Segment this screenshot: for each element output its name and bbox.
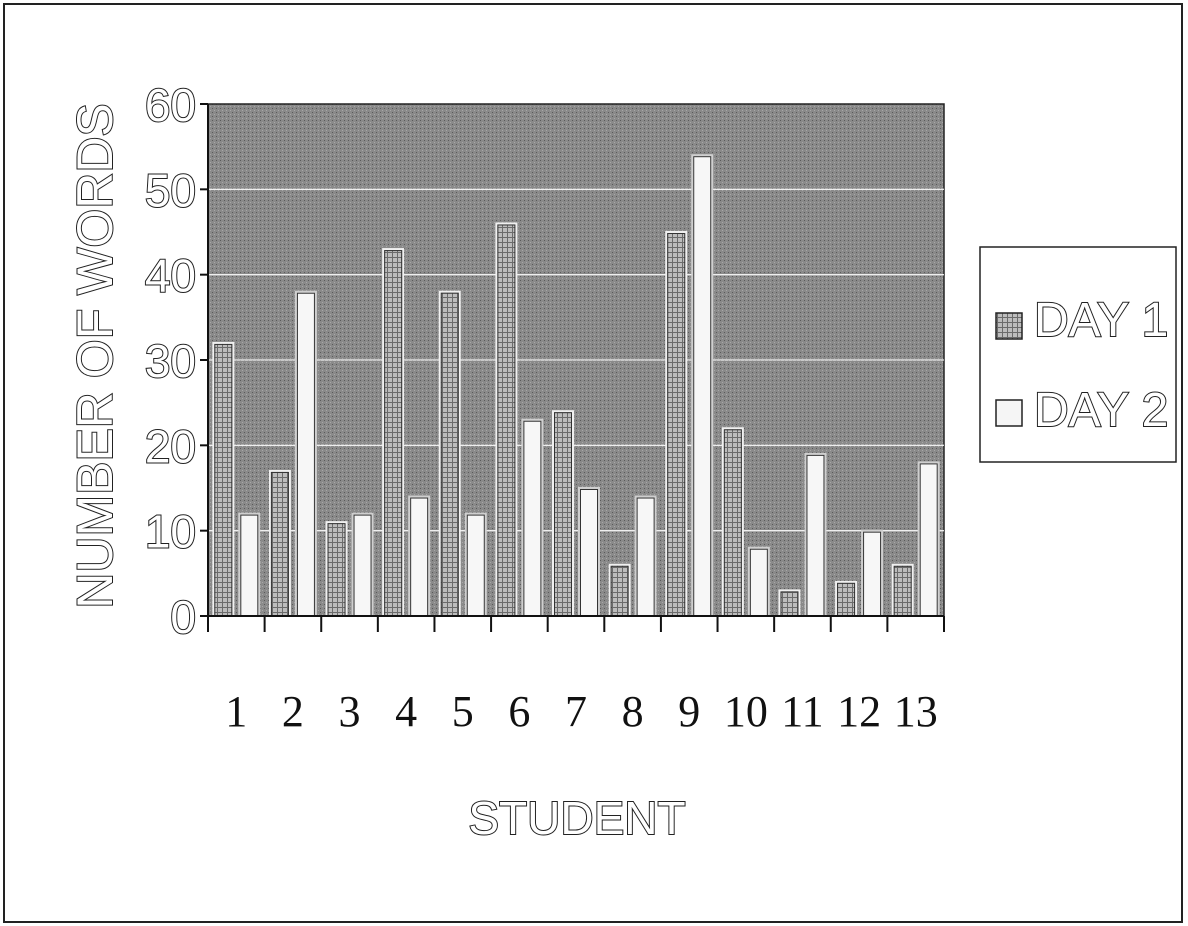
bar-day2 xyxy=(804,452,827,617)
bar-day1 xyxy=(891,563,914,617)
bar-day1 xyxy=(835,580,858,617)
bar-day2 xyxy=(861,529,884,618)
x-tick-label: 13 xyxy=(894,687,938,736)
bar-day2 xyxy=(634,495,657,617)
x-tick-label: 5 xyxy=(452,687,474,736)
x-tick-label: 12 xyxy=(837,687,881,736)
x-axis-label: STUDENT xyxy=(468,792,685,844)
bar-day1 xyxy=(325,521,348,618)
bar-day1 xyxy=(665,231,688,617)
bar-day1 xyxy=(778,589,801,618)
y-tick-label: 50 xyxy=(145,164,196,216)
bar-day2 xyxy=(691,154,714,617)
bar-day2 xyxy=(351,512,374,617)
legend-label-day2: DAY 2 xyxy=(1034,384,1168,437)
y-tick-labels: 0 10 20 30 40 50 60 xyxy=(144,78,197,644)
bar-day1 xyxy=(382,248,405,617)
bar-day1 xyxy=(438,290,461,617)
bar-day2 xyxy=(464,512,487,617)
y-tick-label: 10 xyxy=(145,506,196,558)
bar-day1 xyxy=(268,469,291,617)
x-tick-label: 9 xyxy=(678,687,700,736)
x-tick-label: 7 xyxy=(565,687,587,736)
bars xyxy=(212,154,940,618)
x-tick-label: 4 xyxy=(395,687,417,736)
bar-day2 xyxy=(238,512,261,617)
x-tick-label: 8 xyxy=(622,687,644,736)
x-tick-label: 11 xyxy=(781,687,823,736)
bar-day1 xyxy=(495,222,518,617)
x-tick-label: 10 xyxy=(724,687,768,736)
bar-day2 xyxy=(578,487,600,617)
legend-label-day1: DAY 1 xyxy=(1034,294,1168,347)
bar-day2 xyxy=(747,546,770,618)
bar-day1 xyxy=(552,410,574,618)
legend: DAY 1 DAY 2 xyxy=(979,246,1177,463)
bar-day2 xyxy=(521,418,544,617)
x-tick-label: 2 xyxy=(282,687,304,736)
bar-day2 xyxy=(917,461,940,617)
legend-swatch-day1 xyxy=(995,312,1023,340)
y-tick-label: 20 xyxy=(145,420,196,472)
x-tick-label: 6 xyxy=(508,687,530,736)
y-tick-label: 40 xyxy=(145,250,196,302)
legend-swatch-day2 xyxy=(995,399,1023,427)
x-tick-label: 3 xyxy=(339,687,361,736)
bar-day2 xyxy=(408,495,431,617)
y-tick-label: 60 xyxy=(145,79,196,131)
x-tick-label: 1 xyxy=(225,687,247,736)
axes xyxy=(200,103,945,632)
bar-day1 xyxy=(608,563,631,617)
y-tick-label: 30 xyxy=(145,335,196,387)
y-axis-label: NUMBER OF WORDS xyxy=(67,103,123,609)
y-tick-label: 0 xyxy=(170,591,196,643)
x-tick-labels: 1 2 3 4 5 6 7 8 9 10 11 12 13 xyxy=(225,687,937,736)
bar-day1 xyxy=(721,427,744,617)
bar-day2 xyxy=(294,290,317,617)
bar-day1 xyxy=(212,341,235,617)
